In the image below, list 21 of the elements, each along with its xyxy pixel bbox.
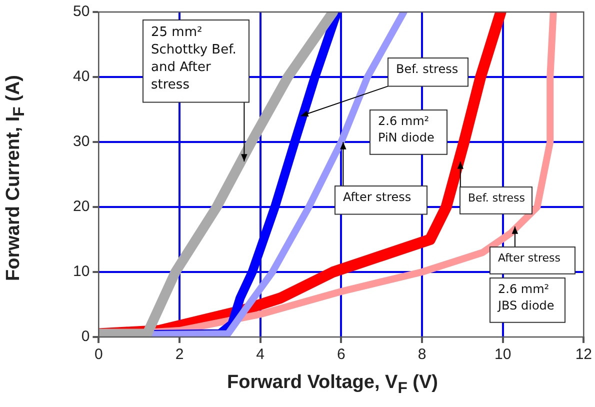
annotation: 2.6 mm² JBS diode <box>497 282 554 312</box>
annotation: 25 mm² Schottky Bef. and After stress <box>151 24 236 93</box>
y-tick-label: 40 <box>72 68 90 86</box>
x-tick-label: 2 <box>175 346 184 364</box>
y-tick-label: 30 <box>72 133 90 150</box>
y-tick-label: 50 <box>72 3 90 20</box>
annotation: Bef. stress <box>468 191 526 204</box>
x-tick-label: 4 <box>256 346 265 364</box>
y-tick-label: 0 <box>81 328 90 346</box>
annotation: 2.6 mm² PiN diode <box>378 114 434 144</box>
annotation: After stress <box>498 251 561 264</box>
x-tick-label: 8 <box>418 346 426 364</box>
annotation: Bef. stress <box>396 62 458 76</box>
y-tick-label: 10 <box>72 263 90 280</box>
x-tick-label: 6 <box>337 346 346 364</box>
x-tick-label: 10 <box>494 346 512 364</box>
x-tick-label: 0 <box>94 346 103 364</box>
y-tick-label: 20 <box>72 198 90 216</box>
x-tick-label: 12 <box>575 346 592 364</box>
annotation: After stress <box>343 190 412 204</box>
x-axis-title: Forward Voltage, V$_{F}$ (V) <box>226 372 439 398</box>
